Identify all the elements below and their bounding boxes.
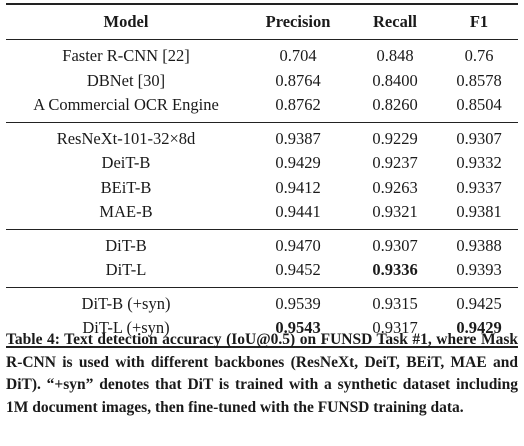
cell-precision: 0.9412 [275, 177, 321, 197]
table-row: DBNet [30] 0.8764 0.8400 0.8578 [6, 69, 518, 94]
results-table: Model Precision Recall F1 Faster R-CNN [… [6, 3, 518, 348]
table-row: BEiT-B 0.9412 0.9263 0.9337 [6, 176, 518, 201]
cell-f1: 0.9381 [456, 202, 502, 222]
cell-recall: 0.9317 [350, 316, 440, 348]
cell-precision: 0.9452 [275, 260, 321, 280]
header-recall: Recall [350, 3, 440, 40]
cell-model: DiT-B (+syn) [6, 286, 246, 316]
table-row: A Commercial OCR Engine 0.8762 0.8260 0.… [6, 93, 518, 122]
table-row: DiT-B (+syn) 0.9539 0.9315 0.9425 [6, 286, 518, 316]
cell-recall: 0.8400 [372, 70, 418, 90]
cell-recall: 0.9237 [372, 153, 418, 173]
cell-f1: 0.9332 [456, 153, 502, 173]
header-f1: F1 [440, 3, 518, 40]
table-caption: Table 4: Text detection accuracy (IoU@0.… [6, 331, 518, 416]
cell-f1: 0.9425 [440, 286, 518, 316]
table-row: DiT-L 0.9452 0.9336 0.9393 [6, 258, 518, 287]
cell-precision: 0.9441 [275, 202, 321, 222]
cell-precision: 0.704 [279, 46, 317, 66]
cell-model: BEiT-B [100, 177, 152, 197]
cell-f1-best: 0.9429 [440, 316, 518, 348]
header-precision: Precision [246, 3, 350, 40]
cell-precision: 0.9387 [246, 121, 350, 151]
cell-model: DiT-B [6, 228, 246, 258]
cell-recall: 0.8260 [372, 95, 418, 115]
cell-f1: 0.9393 [456, 260, 502, 280]
cell-f1: 0.8504 [456, 95, 502, 115]
cell-precision: 0.9539 [246, 286, 350, 316]
cell-model: DeiT-B [101, 153, 151, 173]
cell-recall: 0.9321 [372, 202, 418, 222]
cell-model: MAE-B [99, 202, 153, 222]
table-row: MAE-B 0.9441 0.9321 0.9381 [6, 200, 518, 229]
cell-recall: 0.9263 [372, 177, 418, 197]
cell-precision-best: 0.9543 [246, 316, 350, 348]
cell-model: Faster R-CNN [22] [62, 46, 190, 66]
cell-precision: 0.9470 [246, 228, 350, 258]
cell-model: ResNeXt-101-32×8d [6, 121, 246, 151]
cell-model: A Commercial OCR Engine [33, 95, 219, 115]
cell-recall: 0.9315 [350, 286, 440, 316]
table-row: ResNeXt-101-32×8d 0.9387 0.9229 0.9307 [6, 121, 518, 151]
cell-precision: 0.8762 [275, 95, 321, 115]
cell-f1: 0.9388 [440, 228, 518, 258]
table-row: DeiT-B 0.9429 0.9237 0.9332 [6, 151, 518, 176]
cell-model: DBNet [30] [86, 70, 166, 90]
cell-recall: 0.9307 [350, 228, 440, 258]
cell-recall-best: 0.9336 [372, 260, 418, 280]
cell-f1: 0.9307 [440, 121, 518, 151]
header-model: Model [6, 3, 246, 40]
table-row: DiT-L (+syn) 0.9543 0.9317 0.9429 [6, 316, 518, 348]
cell-recall: 0.848 [376, 46, 414, 66]
cell-model: DiT-L [105, 260, 147, 280]
cell-f1: 0.8578 [456, 70, 502, 90]
table-row: Faster R-CNN [22] 0.704 0.848 0.76 [6, 40, 518, 69]
table-header-row: Model Precision Recall F1 [6, 3, 518, 40]
cell-precision: 0.9429 [275, 153, 321, 173]
cell-recall: 0.9229 [350, 121, 440, 151]
cell-f1: 0.76 [464, 46, 494, 66]
cell-precision: 0.8764 [275, 70, 321, 90]
cell-f1: 0.9337 [456, 177, 502, 197]
table-row: DiT-B 0.9470 0.9307 0.9388 [6, 228, 518, 258]
cell-model: DiT-L (+syn) [6, 316, 246, 348]
